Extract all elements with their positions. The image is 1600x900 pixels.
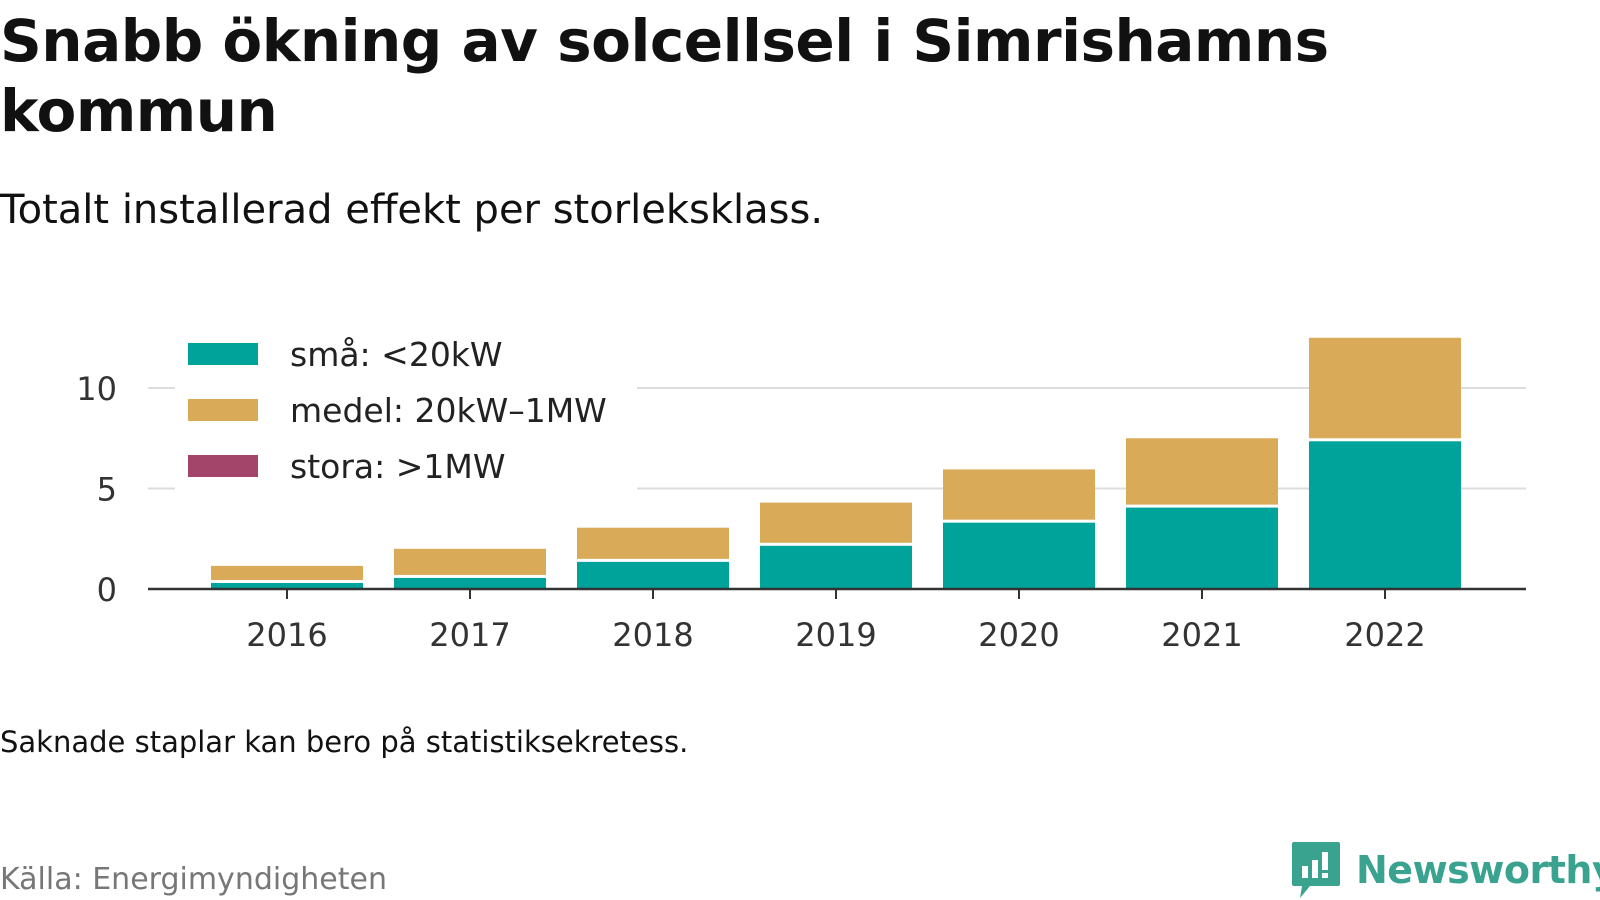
newsworthy-logo-icon	[1292, 842, 1340, 898]
legend: små: <20kW medel: 20kW–1MW stora: >1MW	[175, 324, 637, 494]
brand-name: Newsworthy	[1356, 848, 1600, 892]
bar-segment	[943, 522, 1095, 589]
y-tick-label: 0	[97, 571, 117, 609]
x-tick-label: 2021	[1161, 616, 1242, 654]
legend-label: medel: 20kW–1MW	[290, 391, 607, 430]
source-credit: Källa: Energimyndigheten	[0, 862, 387, 897]
chart-subtitle: Totalt installerad effekt per storlekskl…	[0, 187, 824, 233]
bar-segment	[1126, 438, 1278, 505]
stacked-bar-chart: 0 5 10 2016 2017 2018 2019 2020 2021 2022 små: <2…	[76, 324, 1526, 654]
bars-layer	[211, 337, 1461, 589]
x-tick-label: 2016	[246, 616, 327, 654]
x-tick-label: 2019	[795, 616, 876, 654]
bar-segment	[211, 565, 363, 580]
y-tick-label: 10	[76, 370, 117, 408]
legend-swatch	[188, 399, 258, 421]
newsworthy-logo: Newsworthy	[1290, 840, 1600, 900]
bar-segment	[760, 502, 912, 543]
x-tick-label: 2017	[429, 616, 510, 654]
x-tick-label: 2022	[1344, 616, 1425, 654]
bar-segment	[577, 561, 729, 589]
legend-label: små: <20kW	[290, 335, 503, 374]
bar-segment	[211, 582, 363, 589]
bar-segment	[394, 548, 546, 575]
axis-layer: 0 5 10 2016 2017 2018 2019 2020 2021 2022	[76, 370, 1526, 654]
bar-segment	[577, 527, 729, 559]
legend-swatch	[188, 455, 258, 477]
bar-segment	[1126, 507, 1278, 589]
bar-segment	[760, 545, 912, 589]
bar-segment	[1309, 441, 1461, 589]
y-tick-label: 5	[97, 471, 117, 509]
x-tick-label: 2020	[978, 616, 1059, 654]
bar-segment	[394, 577, 546, 589]
legend-label: stora: >1MW	[290, 447, 505, 486]
footnote: Saknade staplar kan bero på statistiksek…	[0, 725, 689, 759]
bar-segment	[1309, 337, 1461, 439]
x-tick-label: 2018	[612, 616, 693, 654]
bar-segment	[943, 469, 1095, 520]
legend-swatch	[188, 343, 258, 365]
chart-title: Snabb ökning av solcellsel i Simrishamns…	[0, 7, 1329, 145]
